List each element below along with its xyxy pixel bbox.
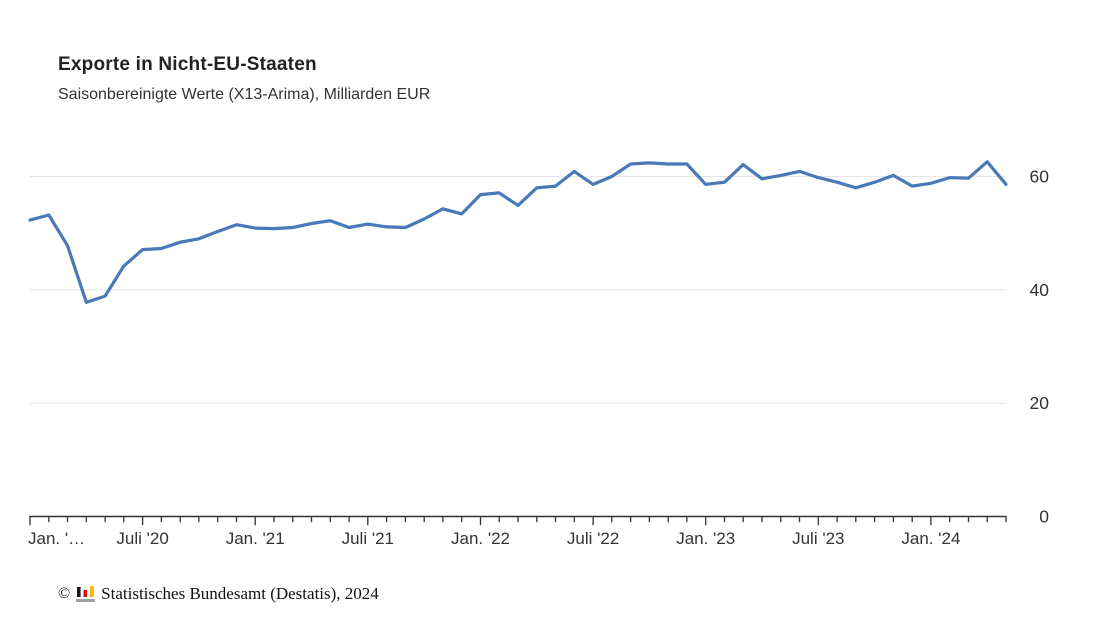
x-axis-label: Jan. '23 <box>676 529 735 548</box>
x-axis-label: Jan. '21 <box>226 529 285 548</box>
x-axis-label: Juli '21 <box>342 529 394 548</box>
logo-base-bar <box>76 599 96 602</box>
x-axis-label: Jan. '22 <box>451 529 510 548</box>
x-axis-label: Jan. '24 <box>901 529 960 548</box>
x-axis-label: Juli '22 <box>567 529 619 548</box>
logo-bar-gold <box>90 586 94 597</box>
series-line-exporte <box>28 160 1008 304</box>
logo-bar-red <box>83 590 88 597</box>
credit-text: Statistisches Bundesamt (Destatis), 2024 <box>101 584 379 603</box>
chart-subtitle: Saisonbereinigte Werte (X13-Arima), Mill… <box>58 86 431 103</box>
chart-title: Exporte in Nicht-EU-Staaten <box>58 54 317 75</box>
x-axis-label: Juli '20 <box>116 529 168 548</box>
destatis-logo-icon <box>76 586 96 602</box>
y-axis-label: 60 <box>1030 167 1050 187</box>
x-axis-label: Jan. '… <box>28 529 85 548</box>
logo-bar-black <box>77 587 81 597</box>
y-axis-label: 0 <box>1039 507 1049 527</box>
x-axis-label: Juli '23 <box>792 529 844 548</box>
copyright-line: © Statistisches Bundesamt (Destatis), 20… <box>58 584 379 604</box>
y-axis-label: 20 <box>1030 393 1050 413</box>
copyright-symbol: © <box>58 585 71 602</box>
y-axis-label: 40 <box>1030 280 1050 300</box>
